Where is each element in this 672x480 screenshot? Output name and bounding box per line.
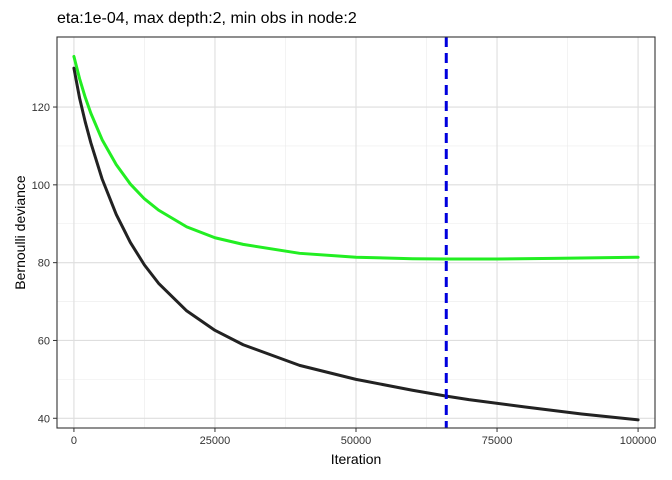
series-line-2 (72, 66, 640, 422)
y-axis-title: Bernoulli deviance (12, 175, 28, 290)
y-tick-label: 40 (38, 413, 50, 425)
x-axis-title: Iteration (331, 451, 382, 467)
y-tick-label: 100 (32, 180, 50, 192)
y-tick-label: 120 (32, 102, 50, 114)
x-axis-ticks: 0 25000 50000 75000 100000 (71, 428, 657, 447)
y-axis-ticks: 40 60 80 100 120 (32, 102, 57, 425)
series-line-1 (72, 54, 640, 261)
x-tick-label: 100000 (620, 435, 657, 447)
x-tick-label: 25000 (200, 435, 231, 447)
x-tick-label: 75000 (482, 435, 513, 447)
grid (57, 37, 655, 428)
series-layer (72, 54, 640, 422)
y-tick-label: 60 (38, 335, 50, 347)
y-tick-label: 80 (38, 258, 50, 270)
chart-title: eta:1e-04, max depth:2, min obs in node:… (57, 10, 357, 27)
x-tick-label: 0 (71, 435, 77, 447)
x-tick-label: 50000 (341, 435, 372, 447)
